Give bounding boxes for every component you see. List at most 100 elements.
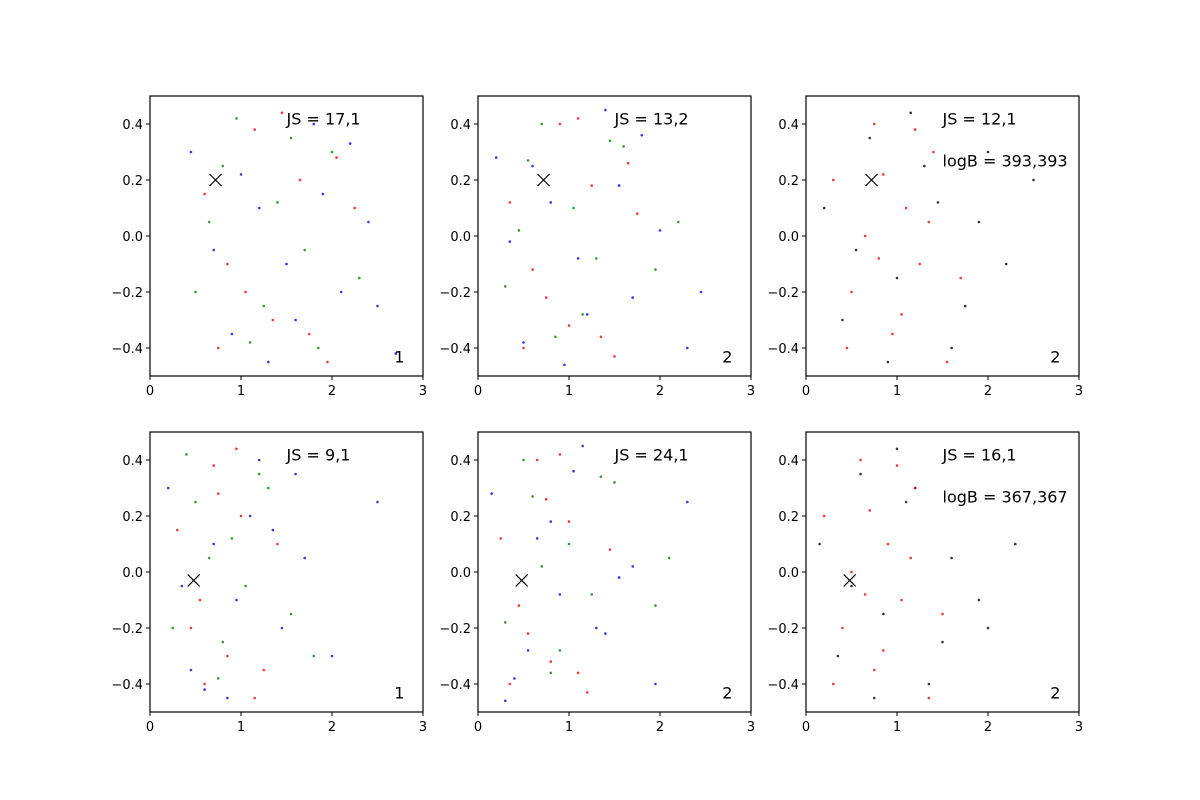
scatter-point	[235, 598, 238, 602]
logb-annotation: logB = 367,367	[943, 487, 1068, 506]
scatter-point	[549, 201, 553, 204]
scatter-point	[900, 313, 903, 316]
scatter-point	[572, 469, 575, 473]
scatter-point	[950, 346, 953, 350]
scatter-point	[212, 542, 215, 546]
scatter-point	[271, 528, 275, 532]
js-annotation: JS = 24,1	[614, 445, 689, 464]
scatter-point	[526, 649, 530, 652]
marker-point	[187, 573, 201, 587]
axes-frame	[477, 95, 752, 377]
scatter-point	[221, 640, 225, 644]
plot-area	[490, 444, 689, 703]
scatter-point	[872, 696, 876, 700]
scatter-point	[558, 593, 562, 596]
scatter-point	[963, 304, 967, 308]
subplot: 0 1 2 3 −0.4 −0.2 0.0 0.2 0.4 JS = 9,1 1	[111, 431, 427, 735]
scatter-point	[522, 341, 525, 344]
scatter-point	[886, 542, 890, 546]
y-tick-label: −0.2	[111, 286, 143, 301]
scatter-point	[540, 565, 543, 568]
scatter-point	[244, 584, 247, 588]
scatter-point	[185, 453, 188, 456]
scatter-point	[294, 472, 297, 476]
marker-point	[515, 573, 529, 587]
scatter-point	[226, 654, 229, 658]
y-tick-label: −0.2	[439, 286, 471, 301]
scatter-point	[863, 593, 867, 596]
panel-label: 2	[722, 683, 732, 702]
scatter-point	[248, 514, 252, 518]
scatter-point	[517, 229, 521, 232]
plot-area	[822, 111, 1035, 364]
scatter-point	[326, 360, 329, 364]
y-tick-label: 0.4	[778, 454, 799, 469]
scatter-point	[317, 346, 320, 350]
scatter-point	[508, 682, 512, 686]
scatter-point	[850, 290, 853, 294]
scatter-point	[535, 458, 539, 462]
x-tick-label: 1	[893, 384, 901, 399]
scatter-point	[203, 688, 206, 691]
scatter-point	[376, 500, 379, 504]
plot-area	[818, 447, 1017, 700]
axes-frame	[149, 95, 424, 377]
panel-label: 1	[394, 683, 404, 702]
x-tick-label: 2	[984, 720, 992, 735]
scatter-point	[262, 668, 266, 672]
subplot: 0 1 2 3 −0.4 −0.2 0.0 0.2 0.4 JS = 12,1 logB = 393…	[767, 95, 1083, 399]
scatter-point	[654, 604, 657, 607]
scatter-point	[522, 346, 525, 350]
panel-label: 2	[1050, 347, 1060, 366]
scatter-point	[239, 173, 243, 176]
scatter-point	[353, 206, 357, 210]
axes-frame	[477, 431, 752, 713]
scatter-point	[549, 671, 553, 675]
y-tick-label: 0.4	[122, 118, 143, 133]
x-tick-label: 0	[146, 384, 154, 399]
scatter-point	[913, 128, 917, 131]
scatter-point	[986, 626, 990, 630]
scatter-point	[257, 458, 261, 462]
scatter-point	[886, 360, 890, 364]
scatter-point	[508, 240, 512, 243]
x-tick-label: 0	[146, 720, 154, 735]
y-tick-label: 0.4	[450, 118, 471, 133]
js-annotation: JS = 13,2	[614, 109, 689, 128]
scatter-point	[936, 201, 940, 204]
scatter-point	[239, 514, 243, 518]
scatter-point	[221, 164, 225, 168]
scatter-point	[859, 458, 862, 462]
scatter-point	[235, 117, 238, 120]
scatter-point	[517, 604, 521, 607]
js-annotation: JS = 16,1	[942, 445, 1017, 464]
axes-frame	[805, 95, 1080, 377]
x-tick-label: 1	[237, 720, 245, 735]
scatter-point	[950, 556, 953, 560]
scatter-point	[244, 290, 247, 294]
scatter-point	[513, 677, 516, 680]
x-tick-label: 3	[419, 720, 427, 735]
y-tick-label: −0.2	[767, 286, 799, 301]
y-tick-label: 0.2	[778, 510, 799, 525]
scatter-point	[499, 537, 503, 540]
scatter-point	[845, 346, 849, 350]
scatter-point	[859, 472, 862, 476]
scatter-point	[1032, 178, 1035, 182]
scatter-point	[841, 318, 844, 322]
js-annotation: JS = 9,1	[286, 445, 351, 464]
scatter-point	[959, 276, 962, 280]
scatter-point	[613, 481, 616, 484]
scatter-point	[622, 145, 625, 148]
y-tick-label: 0.0	[450, 566, 471, 581]
scatter-point	[367, 220, 370, 224]
scatter-point	[941, 612, 944, 616]
scatter-point	[348, 142, 352, 145]
scatter-point	[599, 475, 603, 479]
scatter-point	[923, 164, 926, 168]
scatter-point	[585, 313, 589, 316]
scatter-point	[567, 324, 571, 327]
scatter-point	[376, 304, 379, 308]
scatter-point	[558, 122, 562, 126]
scatter-point	[212, 248, 215, 252]
